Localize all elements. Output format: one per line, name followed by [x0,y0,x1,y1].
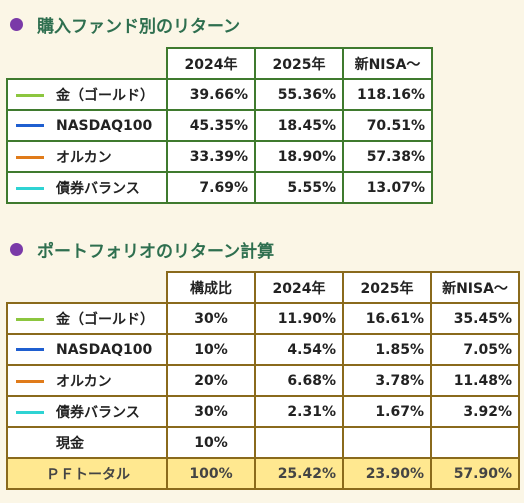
corner-cell [7,48,168,80]
value-cell: 13.07% [342,171,433,204]
value-cell: 118.16% [342,78,433,111]
fund-name: オルカン [56,149,112,166]
empty-cell [342,426,432,459]
header-cell: 2024年 [254,271,344,304]
fund-name-cell: オルカン [6,364,168,397]
value-cell: 3.78% [342,364,432,397]
fund-name-cell: 債券バランス [6,395,168,428]
table-row: NASDAQ100 45.35% 18.45% 70.51% [6,109,433,142]
fund-name: 金（ゴールド） [56,311,154,328]
legend-line-icon [16,348,44,351]
section2-title: ポートフォリオのリターン計算 [10,237,274,262]
header-row: 2024年 2025年 新NISA～ [7,47,433,80]
ratio-cell: 10% [166,426,256,459]
legend-line-icon [16,156,44,159]
value-cell: 16.61% [342,302,432,335]
header-cell: 新NISA～ [342,47,433,80]
header-cell: 構成比 [166,271,256,304]
table-row: 債券バランス 7.69% 5.55% 13.07% [6,171,433,204]
table-row: オルカン 20% 6.68% 3.78% 11.48% [6,364,520,397]
value-cell: 35.45% [430,302,520,335]
value-cell: 45.35% [166,109,256,142]
table-row: 金（ゴールド） 30% 11.90% 16.61% 35.45% [6,302,520,335]
corner-cell [7,272,168,304]
value-cell: 57.38% [342,140,433,173]
table-row: 債券バランス 30% 2.31% 1.67% 3.92% [6,395,520,428]
fund-name-cell: NASDAQ100 [6,333,168,366]
fund-name: 債券バランス [56,180,140,197]
value-cell: 7.05% [430,333,520,366]
fund-name-cell: 現金 [6,426,168,459]
fund-name: 金（ゴールド） [56,87,154,104]
value-cell: 6.68% [254,364,344,397]
legend-line-icon [16,124,44,127]
table-row: オルカン 33.39% 18.90% 57.38% [6,140,433,173]
fund-name-cell: 金（ゴールド） [6,302,168,335]
ratio-cell: 30% [166,302,256,335]
value-cell: 55.36% [254,78,344,111]
ratio-cell: 20% [166,364,256,397]
header-row: 構成比 2024年 2025年 新NISA～ [7,271,520,304]
total-value-cell: 25.42% [254,457,344,490]
value-cell: 18.45% [254,109,344,142]
section1-title: 購入ファンド別のリターン [10,12,240,37]
fund-name: NASDAQ100 [56,117,153,134]
legend-line-icon [16,380,44,383]
fund-name-cell: 金（ゴールド） [6,78,168,111]
value-cell: 33.39% [166,140,256,173]
total-value-cell: 23.90% [342,457,432,490]
value-cell: 5.55% [254,171,344,204]
empty-cell [254,426,344,459]
value-cell: 1.85% [342,333,432,366]
empty-cell [430,426,520,459]
header-cell: 新NISA～ [430,271,520,304]
total-row: ＰＦトータル 100% 25.42% 23.90% 57.90% [6,457,520,490]
header-cell: 2024年 [166,47,256,80]
value-cell: 11.90% [254,302,344,335]
value-cell: 11.48% [430,364,520,397]
legend-line-icon [16,187,44,190]
table-row: NASDAQ100 10% 4.54% 1.85% 7.05% [6,333,520,366]
value-cell: 4.54% [254,333,344,366]
total-ratio-cell: 100% [166,457,256,490]
header-cell: 2025年 [254,47,344,80]
value-cell: 1.67% [342,395,432,428]
value-cell: 18.90% [254,140,344,173]
legend-line-icon [16,318,44,321]
legend-line-icon [16,411,44,414]
legend-line-icon [16,94,44,97]
total-label: ＰＦトータル [6,457,168,490]
fund-name-cell: NASDAQ100 [6,109,168,142]
fund-name: NASDAQ100 [56,341,153,358]
value-cell: 70.51% [342,109,433,142]
ratio-cell: 10% [166,333,256,366]
value-cell: 3.92% [430,395,520,428]
value-cell: 7.69% [166,171,256,204]
header-cell: 2025年 [342,271,432,304]
portfolio-return-table: 構成比 2024年 2025年 新NISA～ 金（ゴールド） 30% 11.90… [6,271,520,490]
fund-return-table: 2024年 2025年 新NISA～ 金（ゴールド） 39.66% 55.36%… [6,47,433,204]
fund-name: 現金 [56,435,84,452]
ratio-cell: 30% [166,395,256,428]
table-row: 金（ゴールド） 39.66% 55.36% 118.16% [6,78,433,111]
section2-title-text: ポートフォリオのリターン計算 [37,242,275,262]
fund-name: オルカン [56,373,112,390]
fund-name-cell: 債券バランス [6,171,168,204]
value-cell: 2.31% [254,395,344,428]
fund-name-cell: オルカン [6,140,168,173]
fund-name: 債券バランス [56,404,140,421]
section1-title-text: 購入ファンド別のリターン [37,17,241,37]
value-cell: 39.66% [166,78,256,111]
purple-bullet-icon [10,243,23,256]
total-value-cell: 57.90% [430,457,520,490]
purple-bullet-icon [10,18,23,31]
table-row: 現金 10% [6,426,520,459]
